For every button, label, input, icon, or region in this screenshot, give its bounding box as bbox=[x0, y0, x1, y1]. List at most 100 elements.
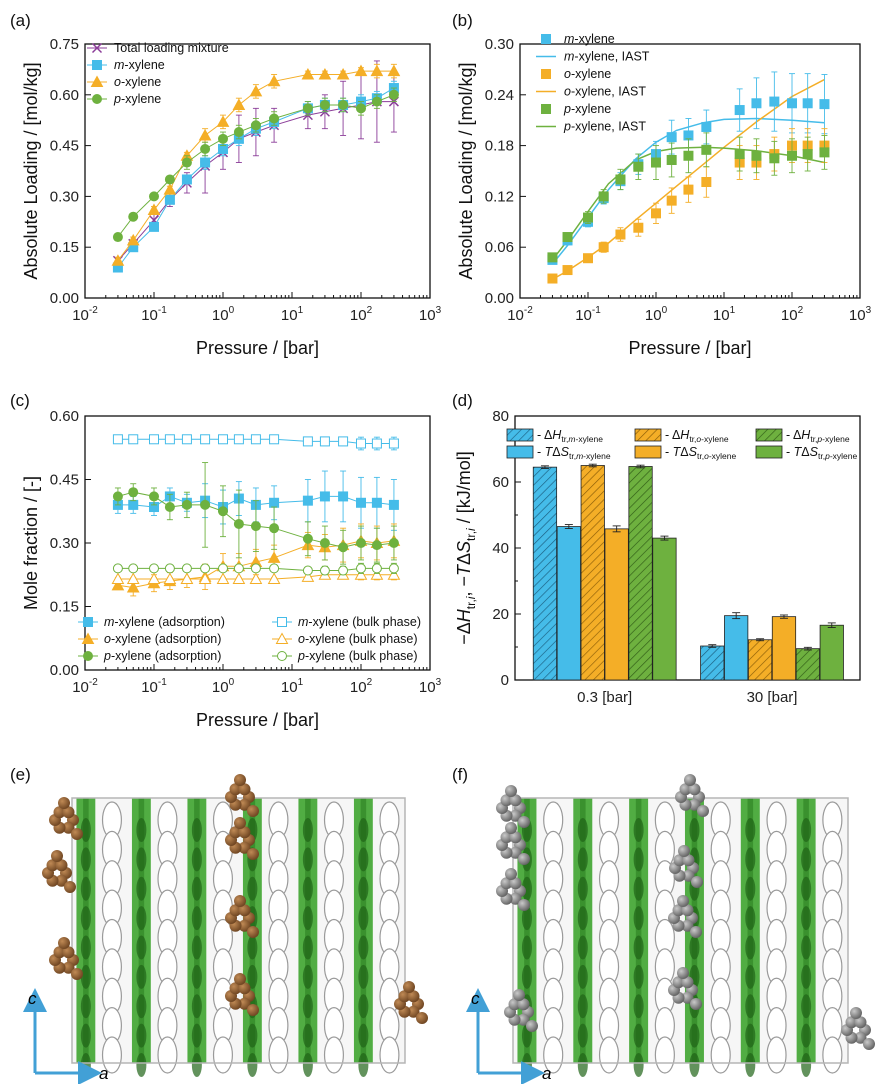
xylene-molecule-f bbox=[841, 1007, 875, 1050]
channel-node-e bbox=[136, 1053, 147, 1077]
legend-swatch-h-tr-p-xylene bbox=[755, 428, 783, 442]
data-point-o-xylene-bulk-phase bbox=[198, 572, 212, 584]
data-point-m-xylene bbox=[164, 194, 175, 205]
channel-shade-e bbox=[360, 798, 367, 1063]
data-point-p-xylene bbox=[112, 232, 123, 243]
data-point-o-xylene-adsorption bbox=[267, 551, 281, 563]
channel-node-e bbox=[358, 964, 369, 989]
data-point-p-xylene-adsorption bbox=[388, 538, 399, 548]
y-tick-label-c: 0.45 bbox=[50, 472, 79, 489]
y-tick-label-a: 0.15 bbox=[50, 239, 79, 256]
plot-frame-a bbox=[84, 43, 431, 299]
channel-node-f bbox=[801, 935, 812, 960]
legend-label-o-xylene-iast: o-xylene, IAST bbox=[564, 85, 646, 99]
data-point-o-xylene-bulk-phase bbox=[267, 572, 281, 584]
data-point-m-xylene-adsorption bbox=[269, 497, 280, 508]
series-line-o-xylene-adsorption bbox=[117, 540, 394, 589]
x-tick-label-c: 10-1 bbox=[141, 677, 167, 696]
data-point-m-xylene bbox=[769, 96, 780, 107]
channel-node-f bbox=[577, 847, 588, 872]
y-tick-label-d: 40 bbox=[492, 540, 509, 557]
channel-node-e bbox=[80, 935, 91, 960]
data-point-p-xylene bbox=[562, 232, 573, 243]
panel-label-a: (a) bbox=[10, 11, 31, 30]
channel-node-f bbox=[577, 876, 588, 901]
data-point-p-xylene bbox=[819, 147, 830, 158]
chart-b-loading-iast: 10-2 10-1 100 101 102 103 0.00 0.06 0.12 0.18 0.24… bbox=[456, 32, 872, 358]
channel-shade-e bbox=[305, 798, 311, 1063]
data-point-m-xylene bbox=[802, 98, 813, 109]
y-tick-label-a: 0.60 bbox=[50, 87, 79, 104]
y-tick-label-b: 0.12 bbox=[485, 188, 514, 205]
x-tick-label-0-3-bar: 0.3 [bar] bbox=[577, 689, 632, 706]
pore-e bbox=[323, 1036, 344, 1074]
data-point-p-xylene bbox=[149, 191, 159, 202]
legend-label-p-xylene-adsorption: p-xylene (adsorption) bbox=[103, 649, 221, 663]
data-point-p-xylene-bulk-phase bbox=[181, 563, 192, 574]
legend-marker-o-xylene-adsorption bbox=[81, 632, 95, 644]
bar-h-tr-p-xylene-30-bar bbox=[795, 648, 820, 681]
data-point-p-xylene bbox=[547, 252, 558, 263]
pore-f bbox=[654, 1036, 675, 1074]
legend-label-p-xylene-bulk-phase: p-xylene (bulk phase) bbox=[297, 649, 418, 663]
channel-node-e bbox=[358, 847, 369, 872]
data-point-p-xylene bbox=[200, 143, 211, 154]
y-tick-label-c: 0.60 bbox=[50, 408, 79, 425]
data-point-p-xylene-bulk-phase bbox=[302, 565, 313, 576]
data-point-o-xylene bbox=[633, 222, 644, 233]
x-tick-label-c: 10-2 bbox=[72, 677, 98, 696]
channel-node-f bbox=[633, 964, 644, 989]
data-point-p-xylene-adsorption bbox=[269, 523, 280, 534]
bar-t-s-tr-o-xylene-0-3-bar bbox=[604, 528, 629, 681]
y-tick-label-d: 80 bbox=[492, 408, 509, 425]
data-point-p-xylene-adsorption bbox=[338, 542, 349, 553]
data-point-m-xylene bbox=[200, 157, 211, 168]
data-point-m-xylene-bulk-phase bbox=[319, 436, 330, 447]
channel-node-e bbox=[191, 1053, 202, 1077]
data-point-m-xylene-adsorption bbox=[388, 499, 399, 510]
xylene-molecule-e bbox=[394, 981, 428, 1024]
channel-node-e bbox=[80, 1023, 91, 1048]
channel-node-e bbox=[302, 1053, 313, 1077]
data-point-p-xylene-bulk-phase bbox=[164, 563, 175, 574]
data-point-o-xylene bbox=[615, 229, 626, 240]
data-point-o-xylene bbox=[701, 177, 712, 188]
data-point-m-xylene-bulk-phase bbox=[200, 434, 211, 445]
channel-node-e bbox=[358, 994, 369, 1019]
channel-node-e bbox=[302, 876, 313, 901]
data-point-o-xylene bbox=[163, 183, 177, 195]
legend-marker-m-xylene-bulk-phase bbox=[277, 617, 287, 627]
xylene-molecule-f bbox=[668, 967, 702, 1010]
pore-f bbox=[710, 1036, 731, 1074]
x-tick-label-c: 102 bbox=[350, 677, 373, 696]
channel-node-f bbox=[577, 1023, 588, 1048]
y-axis-label-b: Absolute Loading / [mol/kg] bbox=[456, 62, 476, 279]
data-point-p-xylene-bulk-phase bbox=[200, 563, 211, 574]
data-point-m-xylene-adsorption bbox=[128, 499, 139, 510]
y-axis-label-d: −ΔHtr,i, −TΔStr,i / [kJ/mol] bbox=[454, 451, 478, 645]
data-point-o-xylene-bulk-phase bbox=[147, 572, 161, 584]
series-line-p-xylene bbox=[117, 94, 395, 238]
legend-label-t-s-tr-o-xylene: - TΔStr,o-xylene bbox=[665, 445, 736, 461]
plot-frame-b bbox=[519, 43, 861, 299]
y-tick-label-a: 0.45 bbox=[50, 138, 79, 155]
y-tick-label-c: 0.00 bbox=[50, 662, 79, 679]
y-axis-label-c: Mole fraction / [-] bbox=[21, 476, 41, 610]
legend-swatch-t-s-tr-p-xylene bbox=[755, 445, 783, 459]
legend-swatch-h-tr-o-xylene bbox=[634, 428, 662, 442]
data-point-p-xylene-bulk-phase bbox=[218, 563, 228, 574]
channel-node-f bbox=[745, 964, 756, 989]
channel-node-e bbox=[191, 876, 202, 901]
data-point-o-xylene-bulk-phase bbox=[111, 572, 125, 584]
data-point-m-xylene bbox=[701, 121, 712, 132]
channel-node-f bbox=[521, 906, 532, 931]
channel-node-e bbox=[358, 818, 369, 842]
data-point-m-xylene bbox=[181, 174, 192, 185]
xylene-molecule-e bbox=[49, 797, 83, 840]
xylene-molecule-f bbox=[668, 895, 702, 938]
channel-node-e bbox=[302, 994, 313, 1019]
series-line-m-xylene bbox=[117, 87, 395, 268]
channel-shade-f bbox=[747, 798, 754, 1063]
data-point-p-xylene-bulk-phase bbox=[233, 563, 244, 574]
